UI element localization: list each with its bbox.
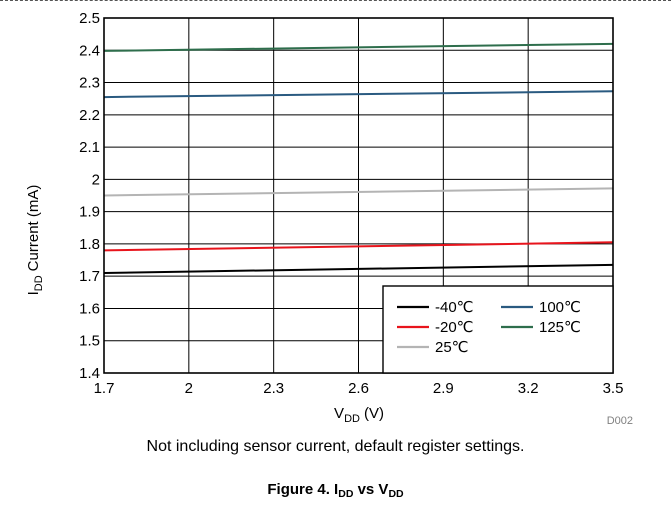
y-tick-labels: 1.4 1.5 1.6 1.7 1.8 1.9 2 2.1 2.2 2.3 2.4 2.5 — [79, 10, 100, 382]
y-axis-label-rest: Current (mA) — [25, 185, 42, 272]
y-tick-label: 2.3 — [79, 75, 100, 92]
legend-label-3: 100℃ — [539, 299, 581, 316]
x-axis-label-sub: DD — [344, 413, 360, 425]
y-tick-label: 2.4 — [79, 42, 100, 59]
figure-title-prefix: Figure 4. I — [267, 481, 339, 498]
figure-title: Figure 4. IDD vs VDD — [0, 481, 671, 500]
x-tick-label: 2 — [185, 380, 193, 397]
series-line-0 — [103, 263, 614, 274]
x-axis-label-unit: (V) — [364, 405, 384, 422]
y-tick-label: 2 — [92, 171, 100, 188]
top-divider — [0, 0, 671, 1]
series-line-4 — [103, 42, 614, 52]
figure-title-mid: vs V — [353, 481, 389, 498]
series-line-1 — [103, 241, 614, 252]
y-tick-label: 1.6 — [79, 300, 100, 317]
figure-title-sub2: DD — [388, 488, 404, 500]
legend-label-2: 25℃ — [435, 339, 469, 356]
y-tick-label: 2.2 — [79, 107, 100, 124]
x-tick-label: 2.6 — [348, 380, 369, 397]
y-tick-label: 2.1 — [79, 139, 100, 156]
y-tick-label: 1.4 — [79, 365, 100, 382]
figure-title-sub1: DD — [338, 488, 354, 500]
idd-vs-vdd-chart: 1.4 1.5 1.6 1.7 1.8 1.9 2 2.1 2.2 2.3 2.4 2.5 1.7 2 2… — [25, 10, 633, 427]
y-axis-label: IDD Current (mA) — [25, 185, 45, 296]
legend: -40℃ -20℃ 25℃ 100℃ 125℃ — [382, 285, 614, 374]
x-tick-label: 2.9 — [433, 380, 454, 397]
y-axis-label-sub: DD — [33, 275, 45, 291]
x-tick-label: 3.5 — [603, 380, 624, 397]
legend-label-1: -20℃ — [435, 319, 474, 336]
plot-frame — [103, 17, 614, 374]
y-axis-label-main: I — [25, 291, 42, 295]
x-axis-label-main: V — [334, 405, 344, 422]
series-lines — [103, 42, 614, 274]
legend-label-0: -40℃ — [435, 299, 474, 316]
series-line-3 — [103, 90, 614, 99]
y-tick-label: 1.7 — [79, 268, 100, 285]
y-tick-label: 1.5 — [79, 333, 100, 350]
x-tick-label: 1.7 — [94, 380, 115, 397]
legend-box — [382, 285, 614, 374]
x-tick-label: 3.2 — [518, 380, 539, 397]
series-line-2 — [103, 187, 614, 197]
figure-code: D002 — [607, 415, 633, 427]
legend-label-4: 125℃ — [539, 319, 581, 336]
y-tick-label: 1.9 — [79, 204, 100, 221]
y-tick-label: 1.8 — [79, 236, 100, 253]
x-tick-label: 2.3 — [263, 380, 284, 397]
y-tick-label: 2.5 — [79, 10, 100, 27]
caption-note: Not including sensor current, default re… — [146, 438, 525, 455]
x-tick-labels: 1.7 2 2.3 2.6 2.9 3.2 3.5 — [94, 380, 624, 397]
x-axis-label: VDD (V) — [334, 405, 384, 425]
